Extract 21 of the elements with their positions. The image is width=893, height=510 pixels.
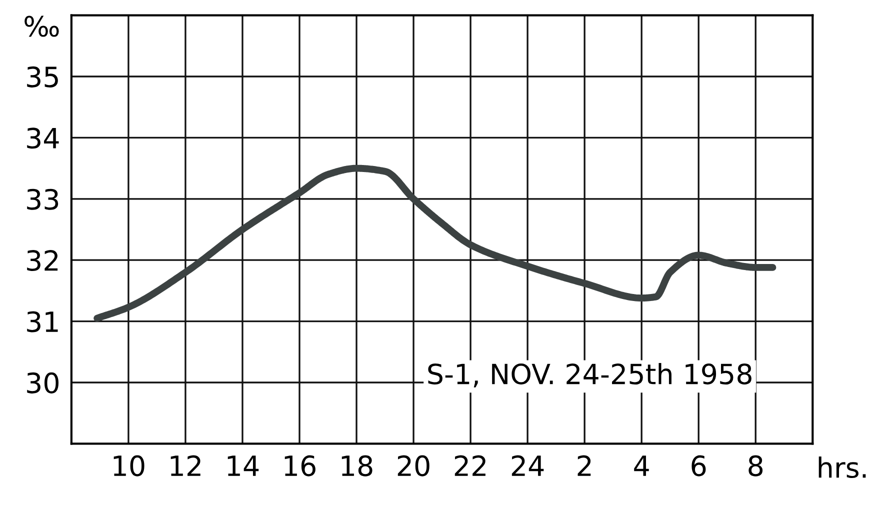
x-tick-label: 6 — [692, 455, 706, 476]
x-tick-label: 4 — [634, 456, 649, 476]
y-tick-label: 31 — [27, 311, 58, 332]
x-tick-label: 2 — [578, 455, 591, 476]
x-tick-label: 18 — [342, 455, 372, 476]
y-tick-label: 34 — [27, 128, 59, 149]
x-tick-label: 14 — [228, 456, 259, 476]
x-tick-label: 16 — [284, 455, 316, 476]
annotation: S-1, NOV. 24-25th 1958 — [428, 363, 752, 388]
x-axis-title: hrs. — [818, 456, 866, 478]
x-tick-label: 24 — [512, 455, 544, 476]
x-tick-label: 22 — [454, 455, 486, 476]
y-tick-label: 32 — [27, 250, 58, 272]
y-tick-label: 30 — [27, 372, 58, 394]
y-axis-title: ‰ — [24, 16, 59, 37]
x-tick-label: 10 — [114, 455, 144, 476]
x-tick-label: 20 — [398, 455, 430, 476]
x-tick-label: 8 — [748, 455, 763, 476]
x-tick-label: 12 — [170, 455, 200, 476]
y-tick-label: 35 — [27, 66, 58, 88]
y-tick-label: 33 — [27, 188, 58, 210]
